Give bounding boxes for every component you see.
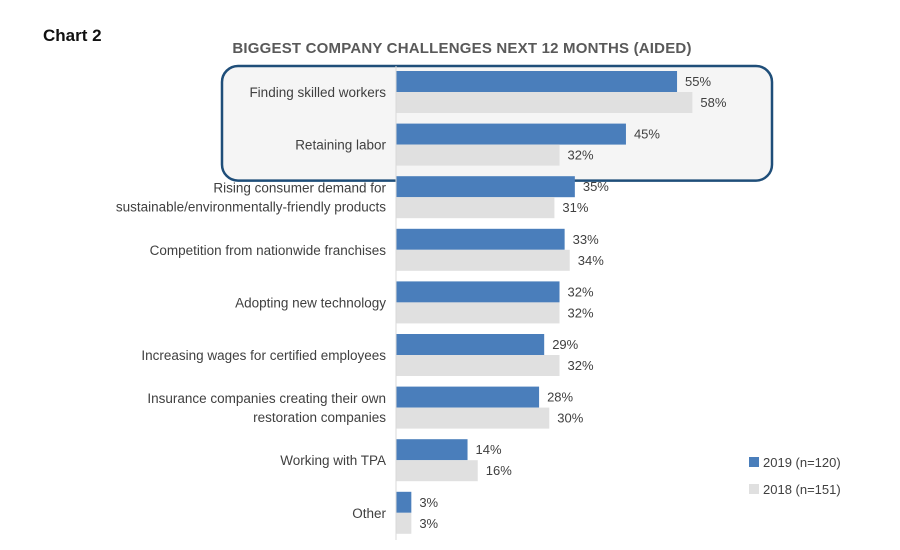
data-label: 29% (552, 337, 578, 352)
bar-2019 (396, 176, 575, 198)
legend-label: 2018 (n=151) (763, 482, 841, 497)
data-label: 16% (486, 463, 512, 478)
category-label: restoration companies (253, 410, 386, 425)
data-label: 45% (634, 127, 660, 142)
data-label: 28% (547, 390, 573, 405)
data-label: 14% (476, 442, 502, 457)
category-label: Increasing wages for certified employees (141, 348, 386, 363)
category-label: sustainable/environmentally-friendly pro… (116, 200, 386, 215)
category-label: Finding skilled workers (249, 85, 386, 100)
chart-title: BIGGEST COMPANY CHALLENGES NEXT 12 MONTH… (232, 40, 691, 57)
bar-2019 (396, 281, 560, 303)
data-label: 33% (573, 232, 599, 247)
bar-2018 (396, 460, 478, 482)
category-label: Rising consumer demand for (213, 181, 386, 196)
bar-2018 (396, 355, 560, 376)
category-label: Insurance companies creating their own (147, 391, 386, 406)
data-label: 3% (419, 495, 438, 510)
data-label: 58% (700, 95, 726, 110)
bar-2018 (396, 144, 560, 166)
category-label: Retaining labor (295, 138, 386, 153)
bar-2018 (396, 197, 555, 219)
legend-swatch (749, 484, 759, 494)
data-label: 31% (562, 200, 588, 215)
data-label: 55% (685, 74, 711, 89)
legend-label: 2019 (n=120) (763, 455, 841, 470)
data-label: 32% (568, 284, 594, 299)
bar-2018 (396, 92, 693, 113)
category-label: Adopting new technology (235, 295, 386, 310)
legend-swatch (749, 457, 759, 467)
bar-2018 (396, 512, 412, 534)
bar-2019 (396, 491, 412, 513)
bar-2019 (396, 123, 626, 145)
data-label: 3% (419, 516, 438, 531)
category-label: Other (352, 506, 386, 521)
bar-2019 (396, 439, 468, 461)
category-label: Competition from nationwide franchises (150, 243, 387, 258)
bar-2018 (396, 302, 560, 324)
chart-number-label: Chart 2 (43, 26, 102, 45)
bar-2018 (396, 407, 550, 429)
data-label: 30% (557, 411, 583, 426)
bar-2018 (396, 249, 570, 271)
data-label: 32% (568, 305, 594, 320)
bar-2019 (396, 71, 678, 92)
bar-2019 (396, 334, 545, 355)
bar-2019 (396, 228, 565, 250)
data-label: 32% (568, 148, 594, 163)
data-label: 35% (583, 179, 609, 194)
data-label: 32% (568, 358, 594, 373)
data-label: 34% (578, 253, 604, 268)
category-label: Working with TPA (280, 453, 386, 468)
bar-2019 (396, 386, 540, 408)
